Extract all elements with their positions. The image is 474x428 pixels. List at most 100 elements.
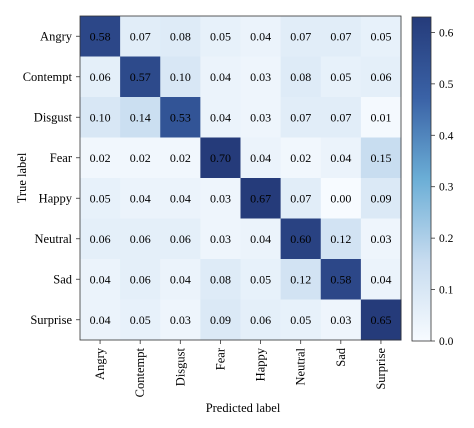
cell-value-label: 0.04 [250, 29, 271, 43]
heatmap-cell [120, 137, 161, 179]
y-tick-label: Neutral [35, 232, 73, 246]
heatmap-cell [80, 56, 121, 98]
heatmap-cell [320, 16, 362, 57]
cell-value-label: 0.04 [370, 272, 391, 286]
heatmap-cell [200, 137, 241, 179]
heatmap-cell [160, 218, 201, 260]
plot-frame [79, 15, 402, 341]
heatmap-cell [120, 299, 161, 341]
heatmap-cell [120, 218, 161, 260]
cell-value-label: 0.04 [210, 110, 231, 124]
cell-value-label: 0.08 [290, 70, 311, 84]
heatmap-cell [240, 97, 282, 138]
heatmap-cell [320, 259, 362, 300]
cell-value-label: 0.05 [90, 191, 111, 205]
heatmap-cell [240, 178, 282, 219]
cell-value-label: 0.03 [210, 191, 231, 205]
cell-value-label: 0.04 [130, 191, 151, 205]
cell-value-label: 0.04 [90, 313, 111, 327]
cell-value-label: 0.03 [250, 70, 271, 84]
cell-value-label: 0.10 [90, 110, 111, 124]
heatmap-cell [360, 259, 402, 300]
heatmap-cell [280, 299, 322, 341]
heatmap-cell [240, 218, 282, 260]
heatmap-cell [360, 299, 402, 341]
cell-value-label: 0.06 [250, 313, 271, 327]
heatmap-cell [240, 299, 282, 341]
heatmap-cell [240, 56, 282, 98]
cell-value-label: 0.09 [210, 313, 231, 327]
heatmap-cell [200, 218, 241, 260]
colorbar-tick-label: 0.4 [439, 130, 454, 142]
heatmap-cell [160, 137, 201, 179]
cell-value-label: 0.05 [330, 70, 351, 84]
heatmap-cell [200, 56, 241, 98]
cell-value-label: 0.02 [130, 151, 151, 165]
heatmap-cell [80, 299, 121, 341]
cell-value-label: 0.10 [170, 70, 191, 84]
cell-value-label: 0.07 [290, 191, 311, 205]
cell-value-label: 0.03 [330, 313, 351, 327]
cell-value-label: 0.05 [370, 29, 391, 43]
heatmap-cell [160, 178, 201, 219]
x-tick-label: Fear [213, 347, 227, 370]
heatmap-cell [360, 97, 402, 138]
heatmap-cell [200, 97, 241, 138]
heatmap-cell [160, 259, 201, 300]
cell-value-label: 0.04 [170, 272, 191, 286]
cell-value-label: 0.67 [250, 191, 271, 205]
heatmap-cell [280, 259, 322, 300]
y-tick-labels: Angry Contempt Disgust Fear Happy Neutral Sad S… [23, 29, 80, 327]
heatmap-cell [160, 97, 201, 138]
cell-value-label: 0.58 [90, 29, 111, 43]
cell-value-label: 0.03 [250, 110, 271, 124]
heatmap-cell [360, 56, 402, 98]
heatmap-cell [80, 259, 121, 300]
cell-value-label: 0.04 [90, 272, 111, 286]
heatmap-cell [360, 137, 402, 179]
heatmap-cells: 0.58 0.07 0.08 0.05 0.04 0.07 0.07 0.05 0.06 0.57… [79, 15, 402, 341]
cell-value-label: 0.04 [210, 70, 231, 84]
cell-value-label: 0.05 [210, 29, 231, 43]
heatmap-cell [280, 56, 322, 98]
heatmap-cell [120, 56, 161, 98]
x-tick-labels: Angry Contempt Disgust Fear Happy Neutral Sad S… [93, 340, 388, 397]
heatmap-cell [120, 178, 161, 219]
cell-value-label: 0.03 [210, 232, 231, 246]
cell-value-label: 0.08 [210, 272, 231, 286]
heatmap-cell [320, 299, 362, 341]
heatmap-cell [160, 299, 201, 341]
cell-value-label: 0.00 [330, 191, 351, 205]
colorbar-tick-label: 0.5 [439, 79, 454, 91]
heatmap-cell [280, 16, 322, 57]
cell-value-label: 0.14 [130, 110, 151, 124]
cell-value-label: 0.02 [90, 151, 111, 165]
cell-value-label: 0.58 [330, 272, 351, 286]
colorbar-ticks: 0.0 0.1 0.2 0.3 0.4 0.5 0.6 [431, 27, 454, 348]
cell-value-label: 0.70 [210, 151, 231, 165]
cell-value-label: 0.57 [130, 70, 151, 84]
heatmap-cell [280, 218, 322, 260]
y-tick-label: Surprise [30, 313, 72, 327]
heatmap-cell [80, 97, 121, 138]
heatmap-cell [160, 56, 201, 98]
heatmap-cell [320, 56, 362, 98]
cell-value-label: 0.05 [130, 313, 151, 327]
x-tick-label: Sad [334, 347, 348, 367]
cell-value-label: 0.06 [370, 70, 391, 84]
y-tick-label: Contempt [23, 70, 73, 84]
cell-value-label: 0.12 [330, 232, 351, 246]
cell-value-label: 0.03 [370, 232, 391, 246]
y-axis-label: True label [15, 152, 29, 203]
cell-value-label: 0.06 [170, 232, 191, 246]
heatmap-cell [160, 16, 201, 57]
heatmap-cell [360, 218, 402, 260]
cell-value-label: 0.07 [290, 29, 311, 43]
cell-value-label: 0.04 [250, 232, 271, 246]
cell-value-label: 0.06 [90, 70, 111, 84]
heatmap-cell [360, 178, 402, 219]
heatmap-cell [280, 178, 322, 219]
cell-value-label: 0.01 [370, 110, 391, 124]
cell-value-label: 0.03 [170, 313, 191, 327]
